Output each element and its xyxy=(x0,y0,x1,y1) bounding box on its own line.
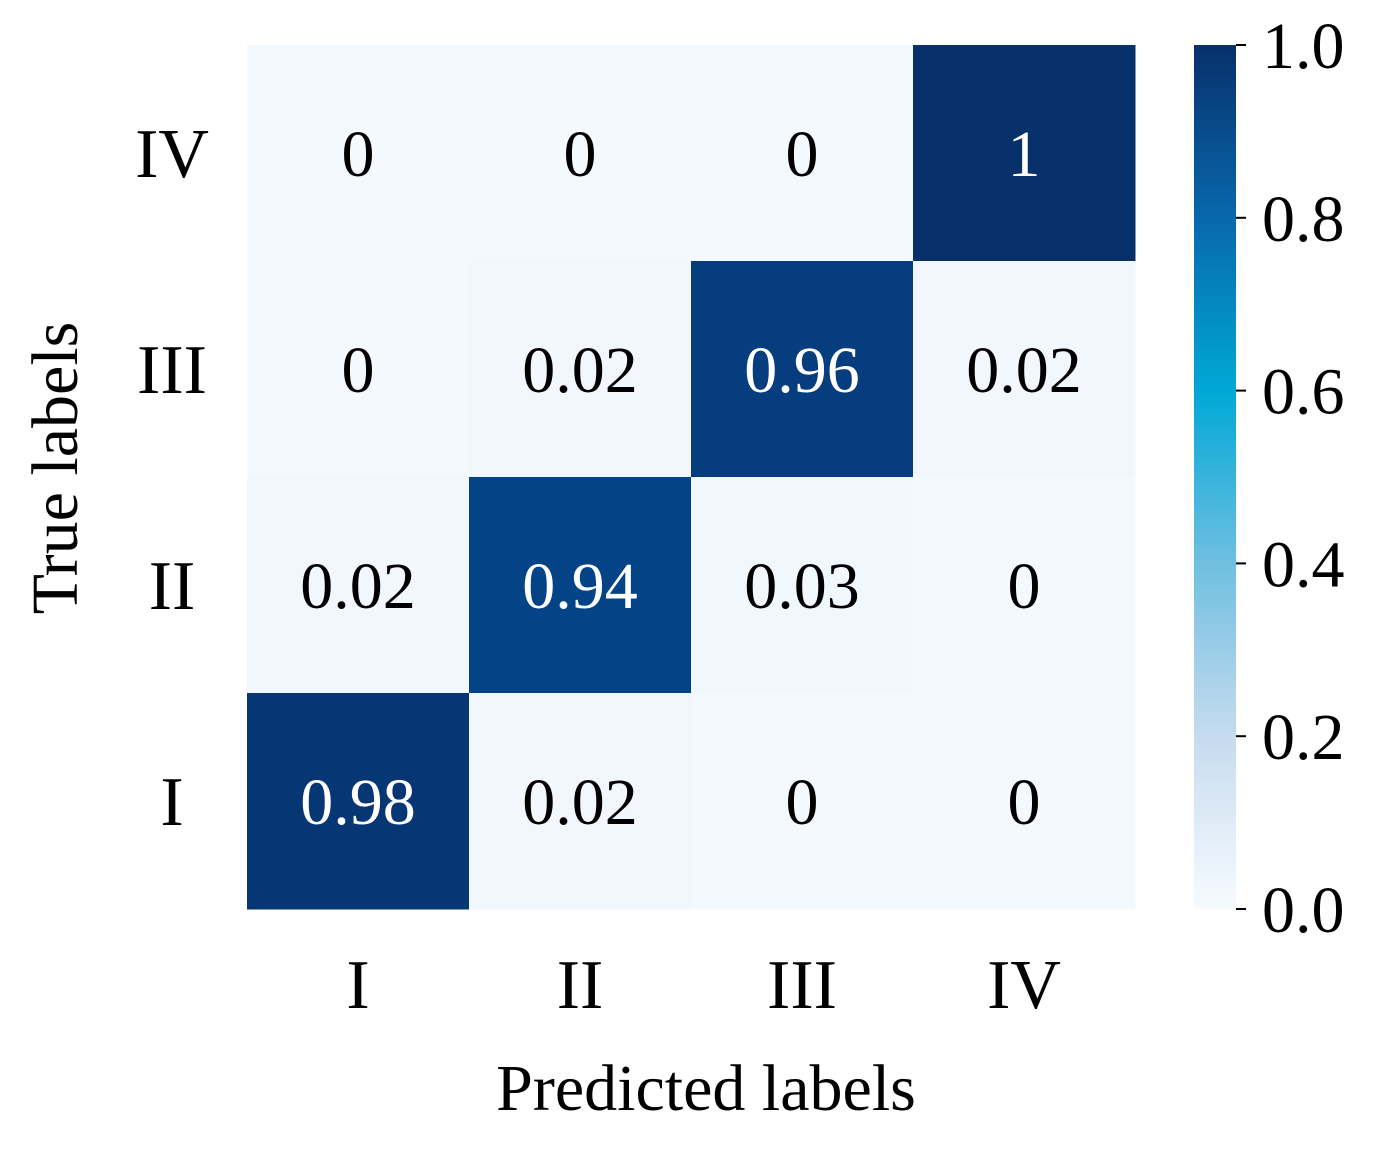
colorbar-tick-label: 1.0 xyxy=(1262,10,1345,83)
heatmap-cell xyxy=(469,261,692,478)
heatmap-cell xyxy=(469,477,692,694)
x-tick-label: II xyxy=(557,947,604,1024)
heatmap-cell xyxy=(913,261,1136,478)
heatmap-cell xyxy=(913,477,1136,694)
y-tick-label: IV xyxy=(135,116,209,193)
heatmap-cell xyxy=(247,693,470,910)
x-axis-label: Predicted labels xyxy=(496,1052,916,1125)
cell-value-label: 0.02 xyxy=(522,334,638,407)
heatmap-cell xyxy=(469,693,692,910)
cell-value-label: 0 xyxy=(1008,766,1041,839)
cell-value-label: 0 xyxy=(786,118,819,191)
cell-value-label: 0 xyxy=(342,334,375,407)
heatmap-cell xyxy=(691,477,914,694)
y-tick-label: I xyxy=(160,764,183,841)
cell-value-label: 0.02 xyxy=(522,766,638,839)
heatmap-cell xyxy=(247,45,470,262)
cell-value-label: 0.98 xyxy=(300,766,416,839)
x-tick-label: I xyxy=(346,947,369,1024)
cell-value-label: 0 xyxy=(564,118,597,191)
cell-value-label: 0 xyxy=(786,766,819,839)
y-tick-label: III xyxy=(137,332,207,409)
cell-value-label: 0 xyxy=(1008,550,1041,623)
colorbar-tick-label: 0.4 xyxy=(1262,528,1345,601)
cell-value-label: 0.03 xyxy=(744,550,860,623)
heatmap-cell xyxy=(247,261,470,478)
heatmap-cell xyxy=(469,45,692,262)
heatmap-cell xyxy=(913,693,1136,910)
heatmap-cells xyxy=(247,45,1136,910)
cell-labels: 0 0 0 1 0 0.02 0.96 0.02 0.02 0.94 0.03 0 0.98 0.02 0 0 xyxy=(300,118,1082,839)
y-tick-label: II xyxy=(149,548,196,625)
heatmap-cell xyxy=(691,261,914,478)
colorbar-tick-label: 0.6 xyxy=(1262,356,1345,429)
heatmap-cell xyxy=(913,45,1136,262)
cell-value-label: 0 xyxy=(342,118,375,191)
cell-value-label: 0.02 xyxy=(300,550,416,623)
colorbar-tick-label: 0.0 xyxy=(1262,874,1345,947)
colorbar-tick-label: 0.2 xyxy=(1262,701,1345,774)
cell-value-label: 1 xyxy=(1008,118,1041,191)
heatmap-cell xyxy=(691,45,914,262)
x-axis-ticks: I II III IV xyxy=(346,947,1061,1024)
x-tick-label: III xyxy=(767,947,837,1024)
colorbar-tick-label: 0.8 xyxy=(1262,183,1345,256)
heatmap-cell xyxy=(691,693,914,910)
x-tick-label: IV xyxy=(987,947,1061,1024)
cell-value-label: 0.94 xyxy=(522,550,638,623)
cell-value-label: 0.02 xyxy=(966,334,1082,407)
y-axis-label: True labels xyxy=(19,322,92,615)
colorbar-ticks: 0.0 0.2 0.4 0.6 0.8 1.0 xyxy=(1236,10,1345,947)
heatmap-cell xyxy=(247,477,470,694)
cell-value-label: 0.96 xyxy=(744,334,860,407)
colorbar xyxy=(1194,45,1236,909)
